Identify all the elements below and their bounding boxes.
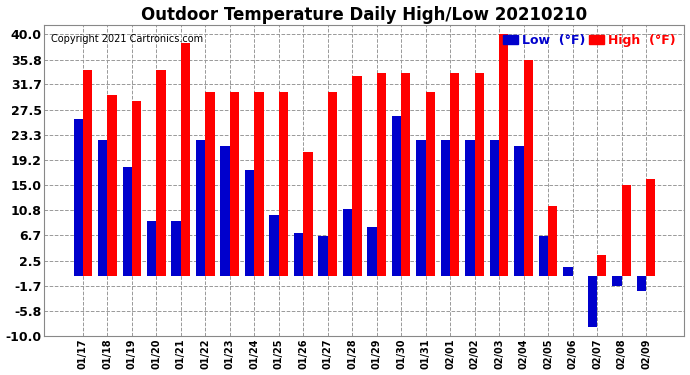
Bar [172,221,181,276]
Bar [98,140,108,276]
Bar [401,74,411,276]
Bar [303,152,313,276]
Bar [524,60,533,276]
Bar [597,255,607,276]
Bar [196,140,206,276]
Bar [254,92,264,276]
Bar [352,76,362,276]
Bar [147,221,157,276]
Bar [637,276,646,291]
Bar [318,236,328,276]
Bar [646,179,656,276]
Bar [157,70,166,276]
Bar [367,227,377,276]
Bar [181,43,190,276]
Bar [108,94,117,276]
Bar [426,92,435,276]
Title: Outdoor Temperature Daily High/Low 20210210: Outdoor Temperature Daily High/Low 20210… [141,6,587,24]
Bar [499,34,509,276]
Bar [74,119,83,276]
Bar [221,146,230,276]
Bar [123,167,132,276]
Bar [230,92,239,276]
Bar [514,146,524,276]
Bar [206,92,215,276]
Bar [465,140,475,276]
Bar [377,74,386,276]
Bar [392,116,401,276]
Bar [328,92,337,276]
Bar [490,140,499,276]
Bar [539,236,548,276]
Bar [441,140,450,276]
Bar [548,206,558,276]
Bar [279,92,288,276]
Bar [132,100,141,276]
Bar [343,209,352,276]
Bar [83,70,92,276]
Bar [294,233,303,276]
Bar [588,276,597,327]
Bar [475,74,484,276]
Legend: Low  (°F), High  (°F): Low (°F), High (°F) [501,32,678,50]
Bar [563,267,573,276]
Bar [622,185,631,276]
Text: Copyright 2021 Cartronics.com: Copyright 2021 Cartronics.com [51,34,203,45]
Bar [450,74,460,276]
Bar [245,170,254,276]
Bar [612,276,622,286]
Bar [269,215,279,276]
Bar [416,140,426,276]
